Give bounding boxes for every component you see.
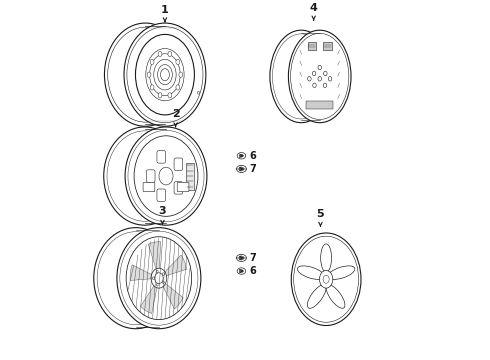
Text: 1: 1 [161,5,169,14]
FancyBboxPatch shape [323,42,332,50]
FancyBboxPatch shape [177,182,189,192]
Polygon shape [163,283,183,309]
Ellipse shape [159,167,173,185]
Ellipse shape [176,59,180,64]
Polygon shape [165,255,187,276]
FancyBboxPatch shape [157,189,166,201]
FancyBboxPatch shape [174,158,183,170]
FancyBboxPatch shape [157,151,166,163]
Ellipse shape [162,273,164,275]
Ellipse shape [237,153,245,159]
Ellipse shape [151,268,167,288]
Ellipse shape [168,93,172,98]
Ellipse shape [307,285,326,308]
Ellipse shape [318,65,321,70]
Text: 3: 3 [159,206,166,216]
Ellipse shape [270,30,333,123]
FancyBboxPatch shape [147,170,155,182]
Ellipse shape [318,77,321,81]
Ellipse shape [308,77,311,81]
FancyBboxPatch shape [308,42,316,50]
Text: 7: 7 [249,253,256,263]
Ellipse shape [150,85,154,90]
Ellipse shape [168,51,172,57]
Ellipse shape [239,167,244,171]
Ellipse shape [297,266,324,279]
Ellipse shape [237,268,245,274]
Ellipse shape [150,59,154,64]
Text: 7: 7 [249,164,256,174]
FancyBboxPatch shape [306,101,334,109]
Ellipse shape [313,83,316,87]
Ellipse shape [126,237,192,320]
Ellipse shape [179,72,183,77]
Ellipse shape [125,127,207,225]
Ellipse shape [291,233,361,325]
Text: 4: 4 [310,3,318,13]
Ellipse shape [158,51,162,57]
Ellipse shape [326,285,345,308]
Ellipse shape [237,254,246,261]
Ellipse shape [124,23,206,126]
Ellipse shape [162,281,164,284]
Ellipse shape [94,228,178,329]
Ellipse shape [104,127,186,225]
Ellipse shape [135,35,195,115]
Ellipse shape [155,273,163,284]
Ellipse shape [328,266,355,279]
Text: 6: 6 [249,266,256,276]
Ellipse shape [239,256,244,260]
Ellipse shape [134,136,198,216]
Ellipse shape [328,77,332,81]
Ellipse shape [319,270,333,288]
Ellipse shape [240,270,243,272]
FancyBboxPatch shape [186,163,194,190]
Ellipse shape [158,93,162,98]
Ellipse shape [237,165,246,172]
FancyBboxPatch shape [174,182,183,194]
Text: 2: 2 [172,109,179,120]
Text: 6: 6 [249,151,256,161]
Polygon shape [148,242,161,270]
Ellipse shape [156,284,158,286]
Ellipse shape [323,71,327,76]
Ellipse shape [117,228,201,329]
Ellipse shape [152,277,154,279]
Ellipse shape [197,91,199,94]
FancyBboxPatch shape [143,182,155,192]
Polygon shape [130,265,152,280]
Ellipse shape [289,30,351,123]
Polygon shape [141,285,157,314]
Ellipse shape [240,154,243,157]
Ellipse shape [176,85,180,90]
Ellipse shape [156,270,158,273]
Ellipse shape [147,72,151,77]
Ellipse shape [323,275,329,283]
Ellipse shape [323,83,327,87]
Ellipse shape [312,71,316,76]
Ellipse shape [320,244,332,272]
Text: 5: 5 [317,209,324,219]
